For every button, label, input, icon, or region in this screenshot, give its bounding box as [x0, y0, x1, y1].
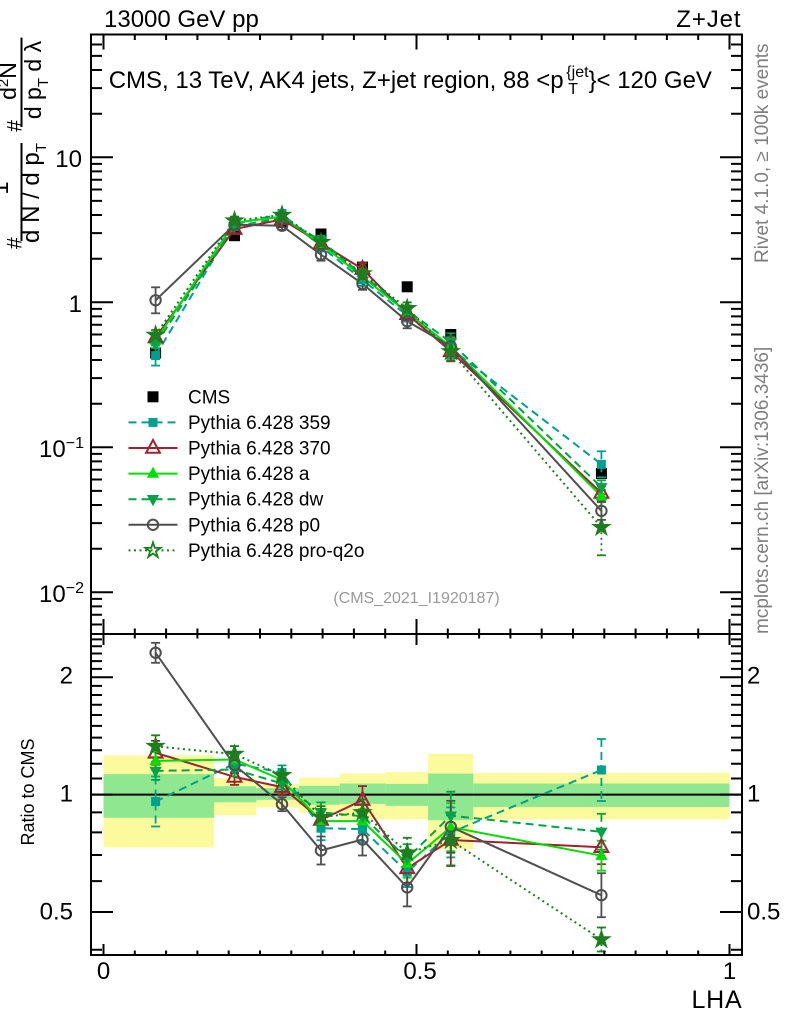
- svg-text:1: 1: [69, 291, 82, 318]
- svg-text:}< 120 GeV: }< 120 GeV: [589, 67, 712, 94]
- svg-text:Pythia 6.428 pro-q2o: Pythia 6.428 pro-q2o: [188, 541, 364, 562]
- svg-text:1: 1: [747, 781, 760, 808]
- svg-text:Pythia 6.428 a: Pythia 6.428 a: [188, 464, 310, 485]
- svg-text:mcplots.cern.ch [arXiv:1306.34: mcplots.cern.ch [arXiv:1306.3436]: [752, 347, 773, 634]
- svg-text:LHA: LHA: [691, 986, 742, 1014]
- svg-text:(CMS_2021_I1920187): (CMS_2021_I1920187): [333, 590, 499, 607]
- svg-text:0.5: 0.5: [40, 899, 73, 926]
- svg-text:CMS: CMS: [188, 387, 230, 408]
- svg-text:T: T: [568, 81, 578, 98]
- svg-text:Pythia 6.428 dw: Pythia 6.428 dw: [188, 490, 323, 511]
- svg-text:0.5: 0.5: [403, 958, 436, 985]
- svg-text:{jet: {jet: [566, 64, 589, 81]
- svg-text:0.5: 0.5: [747, 899, 780, 926]
- svg-text:2: 2: [747, 663, 760, 690]
- svg-text:10: 10: [55, 146, 82, 173]
- svg-text:CMS, 13 TeV, AK4 jets, Z+jet r: CMS, 13 TeV, AK4 jets, Z+jet region, 88 …: [109, 67, 564, 94]
- svg-text:Z+Jet: Z+Jet: [676, 6, 741, 33]
- svg-text:d2N: d2N: [0, 62, 21, 100]
- svg-text:Pythia 6.428 p0: Pythia 6.428 p0: [188, 515, 320, 536]
- svg-text:Pythia 6.428 359: Pythia 6.428 359: [188, 413, 331, 434]
- svg-text:1: 1: [0, 181, 14, 194]
- svg-text:1: 1: [723, 958, 736, 985]
- svg-text:1: 1: [60, 781, 73, 808]
- svg-text:0: 0: [97, 958, 110, 985]
- svg-text:Pythia 6.428 370: Pythia 6.428 370: [188, 439, 331, 460]
- svg-text:2: 2: [60, 663, 73, 690]
- svg-text:#: #: [3, 120, 26, 132]
- svg-text:Rivet 4.1.0, ≥ 100k events: Rivet 4.1.0, ≥ 100k events: [752, 43, 773, 263]
- svg-text:13000 GeV pp: 13000 GeV pp: [104, 6, 259, 33]
- svg-text:d N / d pT: d N / d pT: [18, 143, 50, 243]
- svg-text:Ratio to CMS: Ratio to CMS: [18, 738, 38, 845]
